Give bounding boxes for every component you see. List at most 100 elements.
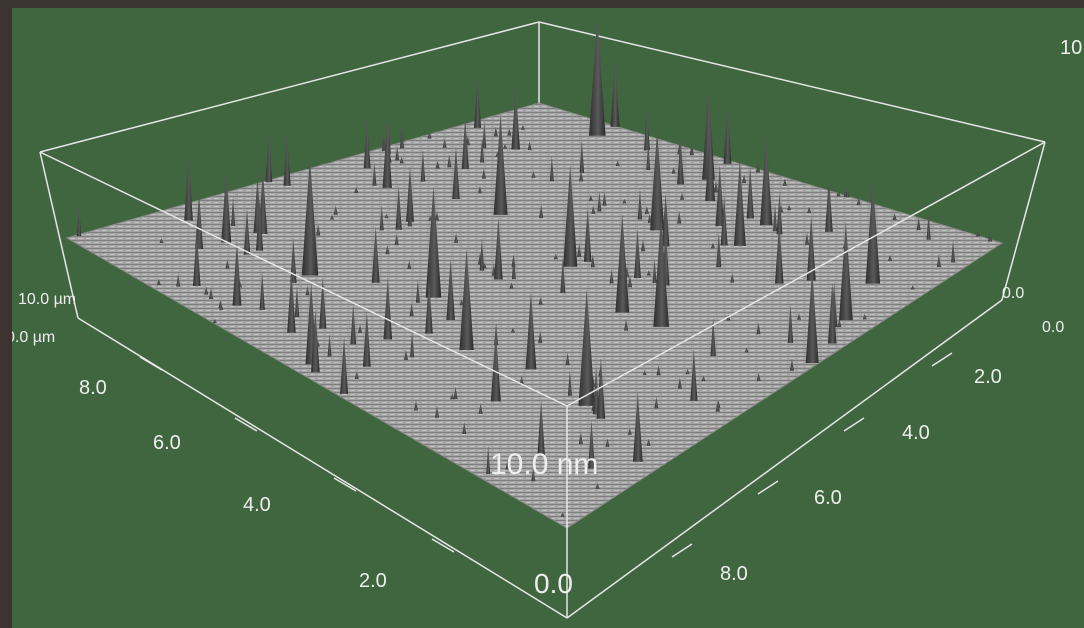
spike bbox=[283, 134, 291, 186]
spike bbox=[720, 195, 728, 246]
spike bbox=[579, 140, 585, 173]
spike bbox=[156, 278, 161, 286]
spike bbox=[759, 135, 773, 226]
z-scale-bar-label: 10.0 nm bbox=[490, 448, 599, 481]
spike bbox=[579, 170, 584, 182]
spike bbox=[976, 229, 981, 237]
left-axis-tick-4: 4.0 bbox=[243, 494, 271, 516]
spike bbox=[856, 197, 861, 206]
right-axis-ticks bbox=[671, 352, 953, 558]
spike bbox=[538, 296, 543, 305]
spike bbox=[862, 313, 867, 320]
spike bbox=[988, 231, 993, 242]
right-axis-tick-4: 4.0 bbox=[902, 422, 930, 444]
spike bbox=[381, 130, 386, 152]
spike bbox=[646, 438, 651, 446]
spike bbox=[680, 192, 685, 200]
spike bbox=[294, 285, 300, 318]
spike bbox=[395, 146, 400, 161]
spike bbox=[192, 231, 201, 286]
spike bbox=[420, 149, 426, 182]
spike bbox=[407, 196, 412, 227]
spike bbox=[689, 142, 694, 156]
spike bbox=[936, 254, 941, 268]
spike bbox=[560, 257, 566, 294]
spike bbox=[477, 185, 482, 194]
spike bbox=[414, 400, 419, 411]
spike bbox=[372, 162, 377, 186]
spike bbox=[650, 128, 665, 231]
spike bbox=[647, 213, 652, 223]
spike bbox=[627, 428, 632, 435]
spike bbox=[415, 278, 420, 303]
spike bbox=[425, 185, 442, 298]
spike bbox=[384, 213, 389, 219]
spike bbox=[435, 160, 440, 169]
spike bbox=[807, 206, 812, 213]
spike bbox=[462, 421, 467, 435]
spike bbox=[453, 386, 458, 399]
spike bbox=[634, 228, 641, 278]
spike bbox=[435, 211, 440, 221]
spike bbox=[287, 271, 296, 333]
spike bbox=[494, 217, 503, 280]
spike bbox=[354, 186, 359, 193]
spike bbox=[797, 313, 802, 320]
spike bbox=[503, 144, 508, 149]
right-axis-tick-8: 8.0 bbox=[720, 563, 748, 585]
spike bbox=[509, 282, 514, 289]
spike bbox=[756, 372, 761, 381]
spike bbox=[446, 258, 455, 321]
spike bbox=[549, 155, 554, 182]
spike bbox=[951, 239, 956, 263]
spike bbox=[333, 205, 338, 215]
spike bbox=[442, 138, 447, 148]
spike bbox=[176, 273, 181, 287]
spike bbox=[480, 137, 485, 163]
spike bbox=[435, 406, 440, 418]
bounding-box-back bbox=[39, 21, 1046, 319]
spike bbox=[628, 274, 633, 288]
left-axis-tick-6: 6.0 bbox=[153, 432, 181, 454]
spike bbox=[644, 108, 650, 151]
left-axis-zero-label: 0.0 µm bbox=[12, 329, 56, 346]
spike bbox=[493, 114, 508, 215]
spike bbox=[705, 130, 716, 202]
spike bbox=[362, 311, 371, 367]
spike bbox=[454, 232, 459, 243]
left-axis-max-label: 10.0 µm bbox=[18, 291, 77, 308]
spike bbox=[926, 210, 931, 240]
spike bbox=[450, 393, 455, 400]
spike bbox=[583, 207, 592, 262]
spike bbox=[459, 299, 464, 306]
spike bbox=[481, 168, 486, 179]
spike bbox=[404, 350, 409, 360]
spike bbox=[511, 87, 521, 150]
spike bbox=[399, 125, 404, 149]
spike bbox=[511, 254, 516, 280]
spike bbox=[510, 327, 515, 333]
spike bbox=[395, 185, 402, 230]
spike bbox=[646, 142, 651, 171]
spike bbox=[379, 204, 384, 231]
spike bbox=[459, 248, 474, 350]
spike bbox=[383, 277, 393, 340]
spike bbox=[507, 128, 512, 136]
spike bbox=[825, 176, 833, 232]
spike bbox=[195, 192, 204, 249]
left-axis-tick-8: 8.0 bbox=[79, 377, 107, 399]
spike bbox=[677, 377, 682, 389]
spike bbox=[208, 287, 213, 299]
spike bbox=[409, 302, 414, 316]
spike bbox=[715, 400, 720, 412]
spike bbox=[461, 117, 469, 169]
spike bbox=[716, 231, 722, 268]
spike bbox=[605, 438, 610, 447]
spike bbox=[805, 232, 810, 245]
spike bbox=[787, 303, 794, 343]
afm-3d-view: 10 10.0 µm 0.0 µm 8.0 6.0 4.0 2.0 0.0 0.… bbox=[12, 8, 1084, 628]
spike bbox=[677, 210, 682, 224]
corner-label-top-right: 10 bbox=[1060, 37, 1083, 59]
spike bbox=[553, 253, 558, 260]
spike bbox=[482, 122, 487, 149]
